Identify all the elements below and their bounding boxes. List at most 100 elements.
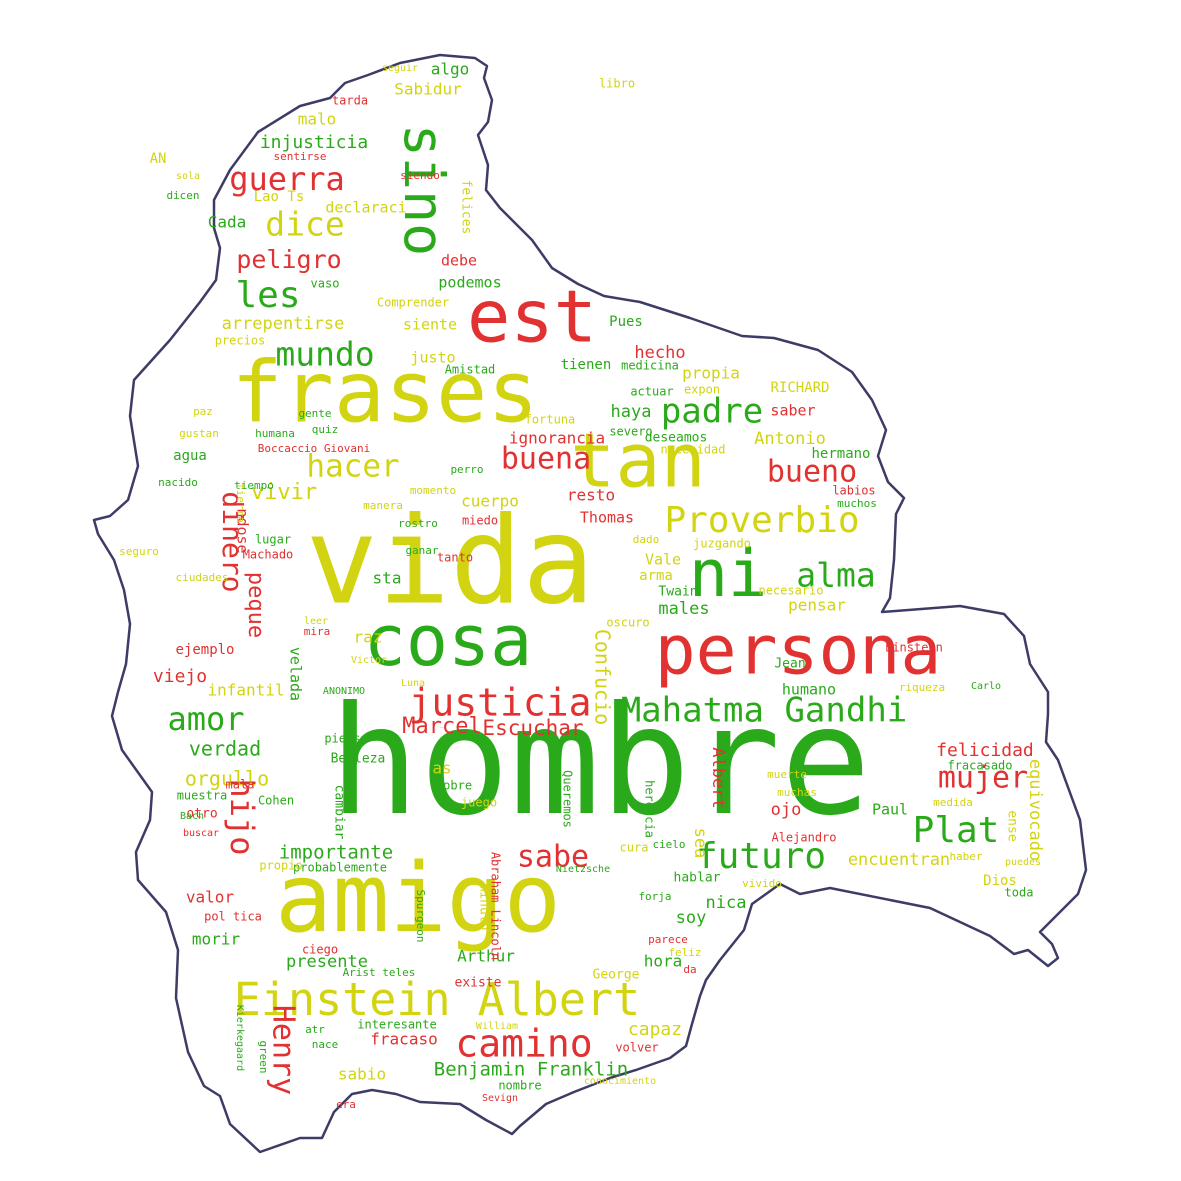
word-layer: hombre vida amigo persona frases cosa est tan si… <box>119 60 1045 1112</box>
cloud-word: capaz <box>628 1019 682 1040</box>
cloud-word: dado <box>633 533 660 546</box>
cloud-word: Cada <box>208 213 247 232</box>
cloud-word: padre <box>661 392 763 432</box>
cloud-word: injusticia <box>260 132 368 153</box>
cloud-word: declaraci <box>325 199 406 217</box>
cloud-word: humano <box>782 681 836 699</box>
cloud-word: tierra <box>234 483 247 523</box>
cloud-word: importante <box>279 842 393 864</box>
cloud-word: propio <box>259 859 302 873</box>
cloud-word: medida <box>933 796 973 809</box>
cloud-word: necesidad <box>660 443 725 457</box>
cloud-word: Einstein <box>885 641 943 655</box>
cloud-word: cura <box>620 841 649 855</box>
cloud-word: vivir <box>251 480 317 505</box>
cloud-word: quiz <box>312 423 339 436</box>
cloud-word: conocimiento <box>584 1076 656 1087</box>
cloud-word: frases <box>231 343 538 442</box>
cloud-word: atr <box>305 1023 325 1036</box>
cloud-word: ganar <box>405 544 438 557</box>
cloud-word: piensa <box>324 732 367 746</box>
cloud-word: Mahatma Gandhi <box>621 691 908 731</box>
cloud-word: seguir <box>382 63 418 74</box>
cloud-word: resto <box>567 486 615 505</box>
cloud-word: haya <box>611 402 652 422</box>
cloud-word: buena <box>501 442 591 477</box>
cloud-word: Marcel <box>402 714 481 739</box>
cloud-word: ignorancia <box>509 429 605 448</box>
cloud-word: infantil <box>207 681 284 700</box>
cloud-word: haber <box>949 850 982 863</box>
cloud-word: viejo <box>153 666 207 687</box>
cloud-word: mira <box>304 625 331 638</box>
cloud-word: sea <box>690 828 710 859</box>
cloud-word: amor <box>167 700 244 738</box>
cloud-word: George <box>593 968 640 983</box>
cloud-word: morir <box>192 930 241 949</box>
cloud-word: felicidad <box>936 740 1034 761</box>
cloud-word: felices <box>459 180 474 235</box>
cloud-word: leer <box>304 616 328 627</box>
cloud-word: Amistad <box>445 363 496 377</box>
cloud-word: green <box>257 1040 270 1073</box>
cloud-word: Victor <box>351 655 387 666</box>
cloud-word: Henry <box>266 1005 301 1095</box>
cloud-word: volver <box>615 1041 658 1055</box>
cloud-word: cuerpo <box>461 492 519 511</box>
cloud-word: seguro <box>119 545 159 558</box>
cloud-word: ense <box>1005 810 1020 841</box>
cloud-word: raz <box>354 628 383 647</box>
cloud-word: precios <box>215 334 266 348</box>
cloud-word: nacido <box>158 476 198 489</box>
cloud-word: tienen <box>561 357 612 373</box>
cloud-word: justo <box>410 349 455 367</box>
cloud-word: Abraham Lincoln <box>489 852 503 960</box>
cloud-word: rostro <box>398 517 438 530</box>
cloud-word: oscuro <box>606 616 649 630</box>
cloud-word: Pues <box>609 314 643 330</box>
cloud-word: malo <box>298 110 337 129</box>
cloud-word: juego <box>461 796 497 810</box>
cloud-word: paz <box>193 405 213 418</box>
cloud-word: ciego <box>302 943 338 957</box>
cloud-word: buscar <box>183 828 219 839</box>
cloud-word: ejemplo <box>175 642 234 658</box>
cloud-word: bueno <box>767 455 857 490</box>
cloud-word: fortuna <box>525 413 576 427</box>
cloud-word: sta <box>373 569 402 588</box>
cloud-word: medicina <box>621 359 679 373</box>
cloud-word: hombre <box>329 675 871 849</box>
cloud-word: hora <box>644 952 683 971</box>
cloud-word: presente <box>286 952 368 972</box>
cloud-word: deseamos <box>645 431 708 446</box>
cloud-word: hermano <box>811 446 870 462</box>
cloud-word: mujer <box>938 761 1028 796</box>
cloud-word: Sabidur <box>394 80 462 99</box>
cloud-word: amigo <box>275 844 561 954</box>
cloud-word: Dios <box>983 873 1017 889</box>
cloud-word: Albert <box>708 747 728 808</box>
cloud-word: dicen <box>166 189 199 202</box>
cloud-word: propia <box>682 364 740 383</box>
cloud-word: manera <box>363 499 403 512</box>
cloud-word: agua <box>173 448 207 464</box>
cloud-word: est <box>467 275 597 359</box>
cloud-word: futuro <box>696 836 826 877</box>
cloud-word: persona <box>655 612 942 691</box>
cloud-word: Paul <box>872 801 908 819</box>
cloud-word: ANONIMO <box>323 686 365 697</box>
cloud-word: vida <box>306 493 595 632</box>
cloud-word: severo <box>609 425 652 439</box>
cloud-word: Boccaccio Giovani <box>258 442 371 455</box>
cloud-word: Confucio <box>591 629 615 725</box>
cloud-word: existe <box>455 976 502 991</box>
cloud-word: Bach <box>180 811 204 822</box>
country-outline <box>92 53 1088 1154</box>
cloud-word: sabe <box>517 840 589 875</box>
cloud-word: guerra <box>229 160 345 198</box>
cloud-word: algo <box>431 60 470 79</box>
cloud-word: riqueza <box>899 681 945 694</box>
cloud-word: gente <box>298 407 331 420</box>
cloud-word: dinero <box>216 491 249 592</box>
